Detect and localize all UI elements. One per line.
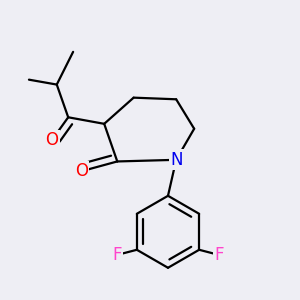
Text: F: F xyxy=(214,246,224,264)
Text: O: O xyxy=(45,131,58,149)
Text: O: O xyxy=(75,162,88,180)
Text: N: N xyxy=(170,151,182,169)
Text: F: F xyxy=(112,246,122,264)
